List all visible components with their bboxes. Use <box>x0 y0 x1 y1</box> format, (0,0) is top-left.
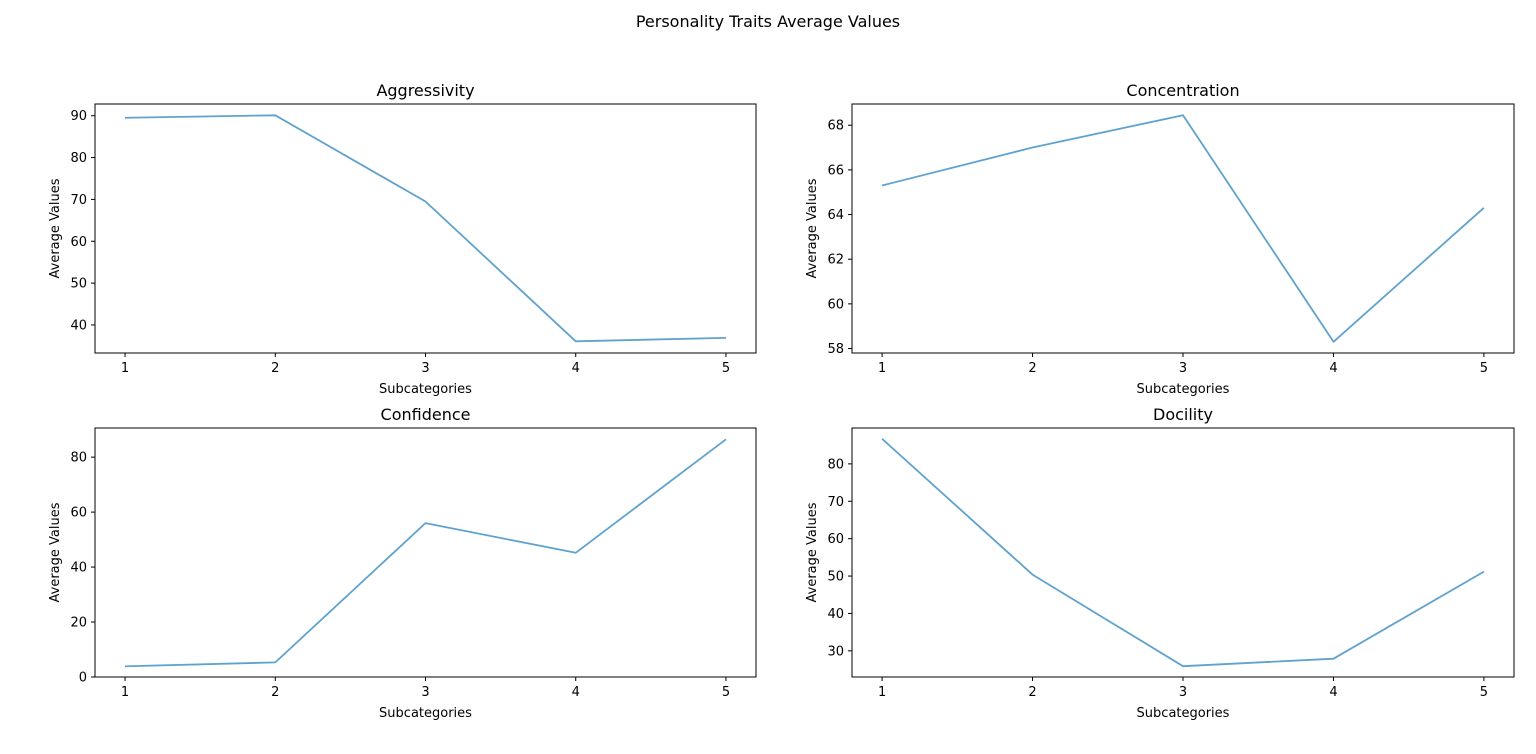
x-tick-label: 3 <box>1179 361 1187 376</box>
x-tick-label: 1 <box>878 685 886 700</box>
y-tick-label: 60 <box>70 235 87 250</box>
axes-frame <box>94 103 757 354</box>
subplot-title: Confidence <box>381 405 471 424</box>
series-line <box>124 114 727 343</box>
x-tick-label: 1 <box>878 361 886 376</box>
x-tick-label: 3 <box>421 685 429 700</box>
y-tick-label: 80 <box>827 457 844 472</box>
series-line <box>881 114 1485 343</box>
x-tick-label: 3 <box>1179 685 1187 700</box>
y-axis-label: Average Values <box>48 502 63 602</box>
y-axis-label: Average Values <box>48 178 63 278</box>
x-tick-label: 1 <box>121 361 129 376</box>
y-tick-label: 70 <box>827 495 844 510</box>
y-tick-label: 64 <box>827 208 844 223</box>
subplot-3: Confidence 1 2 3 4 5 0 20 40 60 80 Subcategories Ave… <box>48 405 757 721</box>
y-tick-label: 40 <box>70 561 87 576</box>
y-axis-label: Average Values <box>805 178 820 278</box>
x-tick-label: 5 <box>1480 685 1488 700</box>
x-tick-label: 2 <box>1028 361 1036 376</box>
y-axis-label: Average Values <box>805 502 820 602</box>
x-tick-label: 5 <box>722 361 730 376</box>
x-tick-label: 3 <box>421 361 429 376</box>
x-tick-label: 1 <box>121 685 129 700</box>
y-tick-label: 20 <box>70 616 87 631</box>
y-tick-label: 30 <box>827 644 844 659</box>
subplot-2: Concentration 1 2 3 4 5 58 60 62 64 66 68 Subcategor… <box>805 81 1515 397</box>
x-axis-label: Subcategories <box>379 706 472 721</box>
subplot-1: Aggressivity 1 2 3 4 5 40 50 60 70 80 90 Subcategori… <box>48 81 757 397</box>
y-tick-label: 80 <box>70 451 87 466</box>
y-tick-label: 90 <box>70 109 87 124</box>
y-tick-label: 40 <box>827 607 844 622</box>
x-tick-label: 4 <box>572 685 580 700</box>
y-tick-label: 66 <box>827 163 844 178</box>
x-tick-label: 4 <box>1329 685 1337 700</box>
x-axis-label: Subcategories <box>379 382 472 397</box>
x-tick-label: 5 <box>1480 361 1488 376</box>
y-tick-label: 60 <box>827 532 844 547</box>
y-tick-label: 50 <box>70 277 87 292</box>
y-tick-label: 70 <box>70 193 87 208</box>
x-axis-label: Subcategories <box>1137 382 1230 397</box>
axes-frame <box>851 427 1515 678</box>
series-line <box>881 438 1485 668</box>
y-tick-label: 62 <box>827 253 844 268</box>
axes-frame <box>851 103 1515 354</box>
y-tick-label: 60 <box>827 297 844 312</box>
series-line <box>124 438 727 668</box>
x-tick-label: 2 <box>271 361 279 376</box>
y-tick-label: 40 <box>70 318 87 333</box>
axes-frame <box>94 427 757 678</box>
subplot-title: Docility <box>1153 405 1213 424</box>
x-tick-label: 4 <box>1329 361 1337 376</box>
x-tick-label: 2 <box>1028 685 1036 700</box>
x-tick-label: 2 <box>271 685 279 700</box>
subplot-title: Concentration <box>1126 81 1239 100</box>
subplot-title: Aggressivity <box>376 81 474 100</box>
x-tick-label: 5 <box>722 685 730 700</box>
subplot-4: Docility 1 2 3 4 5 30 40 50 60 70 80 Subcategories Av… <box>805 405 1515 721</box>
y-tick-label: 50 <box>827 570 844 585</box>
x-axis-label: Subcategories <box>1137 706 1230 721</box>
y-tick-label: 58 <box>827 342 844 357</box>
figure-title: Personality Traits Average Values <box>635 12 901 31</box>
x-tick-label: 4 <box>572 361 580 376</box>
y-tick-label: 80 <box>70 151 87 166</box>
y-tick-label: 0 <box>79 671 87 686</box>
y-tick-label: 68 <box>827 119 844 134</box>
y-tick-label: 60 <box>70 506 87 521</box>
